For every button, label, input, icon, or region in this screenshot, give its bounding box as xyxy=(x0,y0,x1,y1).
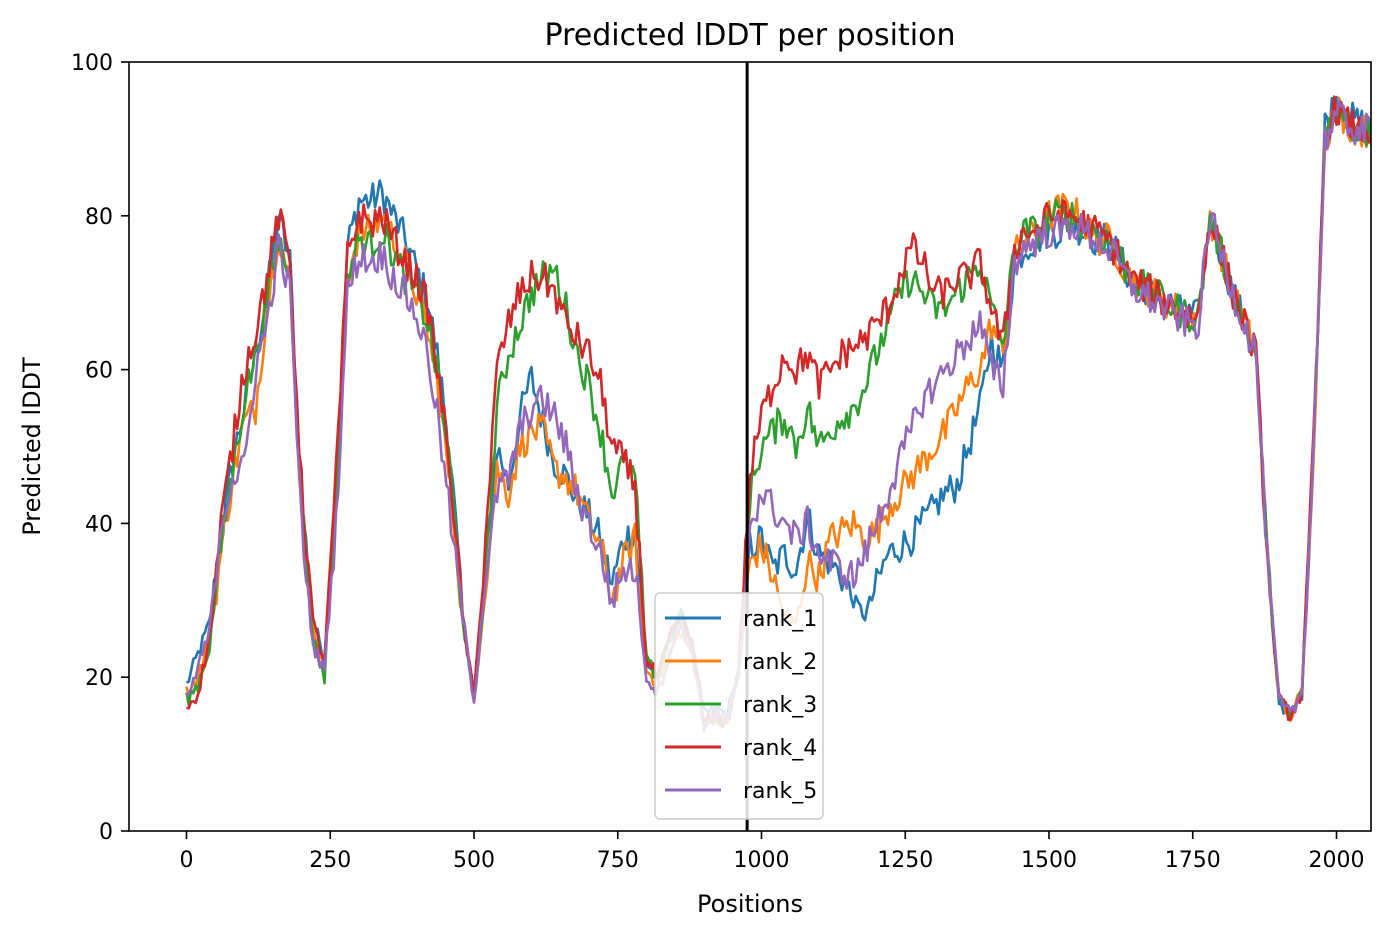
legend-label-rank_4: rank_4 xyxy=(743,736,817,761)
legend-label-rank_5: rank_5 xyxy=(743,779,817,804)
x-tick-label: 750 xyxy=(597,848,639,873)
x-axis-label: Positions xyxy=(697,890,803,918)
legend-label-rank_3: rank_3 xyxy=(743,693,817,718)
x-tick-label: 500 xyxy=(453,848,495,873)
x-tick-label: 1750 xyxy=(1165,848,1221,873)
x-tick-label: 0 xyxy=(180,848,194,873)
legend: rank_1 rank_2 rank_3 rank_4 rank_5 xyxy=(655,593,823,819)
y-tick-label: 40 xyxy=(85,512,113,537)
x-tick-label: 1500 xyxy=(1021,848,1077,873)
y-tick-label: 0 xyxy=(99,820,113,845)
x-tick-label: 1250 xyxy=(877,848,933,873)
x-tick-label: 250 xyxy=(309,848,351,873)
chart-title: Predicted lDDT per position xyxy=(545,18,956,53)
y-tick-label: 60 xyxy=(85,359,113,384)
y-tick-label: 20 xyxy=(85,666,113,691)
legend-label-rank_1: rank_1 xyxy=(743,607,817,632)
y-tick-label: 80 xyxy=(85,205,113,230)
x-tick-label: 2000 xyxy=(1309,848,1365,873)
y-tick-label: 100 xyxy=(71,51,113,76)
y-axis-label: Predicted lDDT xyxy=(18,357,46,536)
legend-label-rank_2: rank_2 xyxy=(743,650,817,675)
x-tick-label: 1000 xyxy=(734,848,790,873)
